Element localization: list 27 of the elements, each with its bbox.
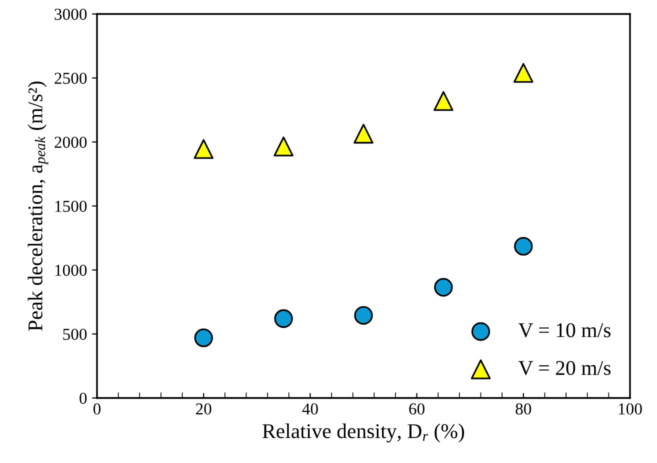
- y-tick-label: 2500: [54, 72, 87, 84]
- x-tick-label: 80: [516, 403, 532, 415]
- legend-label: V = 20 m/s: [518, 360, 610, 376]
- x-tick-label: 100: [618, 403, 642, 415]
- point: [194, 328, 213, 348]
- y-tick-label: 500: [63, 328, 87, 340]
- point: [434, 91, 454, 111]
- x-tick-label: 40: [302, 403, 318, 415]
- x-tick-label: 0: [93, 403, 101, 415]
- point: [434, 278, 453, 297]
- point: [354, 124, 374, 144]
- legend-label: V = 10 m/s: [518, 323, 610, 338]
- y-tick-label: 1500: [55, 200, 87, 212]
- x-axis-title: Relative density, D$_{r}$ (%): [262, 424, 464, 442]
- point: [514, 62, 534, 83]
- y-tick-label: 2000: [54, 136, 87, 148]
- x-tick-label: 20: [196, 403, 212, 415]
- y-tick-label: 1000: [55, 264, 87, 276]
- point: [274, 136, 294, 156]
- point: [274, 309, 293, 328]
- y-axis-title: Peak deceleration, a$_{peak}$ (m/s²): [28, 82, 48, 331]
- point: [354, 306, 373, 325]
- x-tick-label: 60: [409, 403, 424, 415]
- point: [514, 236, 533, 256]
- y-tick-label: 3000: [54, 8, 87, 20]
- point: [194, 139, 214, 159]
- y-tick-label: 0: [80, 392, 87, 404]
